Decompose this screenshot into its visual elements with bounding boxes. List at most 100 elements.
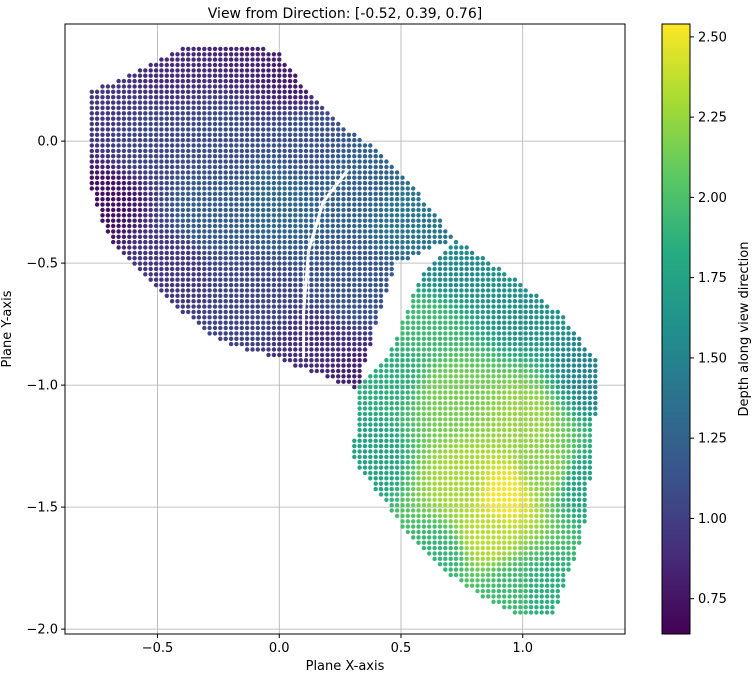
scatter-point-3927: [496, 567, 502, 572]
scatter-point-4325: [528, 449, 534, 454]
scatter-point-4854: [582, 352, 587, 358]
scatter-point-3628: [469, 460, 475, 465]
scatter-point-4882: [593, 401, 598, 406]
scatter-point-2583: [389, 218, 394, 223]
scatter-point-959: [212, 95, 218, 100]
scatter-point-657: [186, 299, 191, 304]
scatter-point-995: [218, 197, 223, 202]
scatter-point-3747: [480, 508, 485, 513]
scatter-point-609: [180, 288, 185, 293]
scatter-point-1474: [261, 46, 266, 52]
plot-area: [64, 23, 626, 635]
scatter-point-4718: [566, 443, 571, 449]
scatter-point-856: [202, 68, 207, 73]
scatter-point-475: [164, 239, 169, 245]
scatter-point-1381: [255, 239, 260, 245]
scatter-point-4660: [561, 497, 566, 502]
scatter-point-1924: [309, 331, 314, 336]
scatter-point-3450: [453, 384, 459, 390]
scatter-point-3921: [496, 599, 502, 604]
scatter-point-3015: [411, 336, 416, 341]
scatter-point-1919: [309, 358, 314, 363]
scatter-point-2889: [394, 374, 400, 379]
scatter-point-4707: [566, 503, 571, 508]
scatter-point-1480: [266, 325, 271, 331]
scatter-point-1044: [223, 229, 228, 234]
scatter-point-1530: [266, 57, 271, 62]
scatter-point-1048: [223, 207, 228, 213]
scatter-point-1212: [239, 229, 244, 234]
x-tick-label: 1.0: [512, 641, 533, 656]
scatter-point-4323: [528, 460, 534, 465]
scatter-point-2465: [368, 250, 373, 256]
scatter-point-3734: [480, 578, 485, 583]
scatter-point-2935: [400, 320, 405, 325]
scatter-point-3977: [496, 299, 502, 304]
scatter-point-3746: [480, 513, 485, 519]
scatter-point-2402: [357, 159, 362, 164]
scatter-point-500: [164, 105, 169, 111]
scatter-point-1587: [271, 57, 277, 62]
scatter-point-900: [207, 121, 212, 127]
scatter-point-4056: [507, 556, 512, 561]
scatter-point-3135: [427, 497, 432, 502]
scatter-point-4089: [507, 379, 512, 384]
scatter-point-3380: [448, 427, 453, 433]
scatter-point-3492: [459, 503, 464, 508]
scatter-point-4841: [582, 422, 587, 427]
scatter-point-2937: [405, 524, 410, 529]
scatter-point-679: [186, 180, 191, 186]
scatter-point-2314: [352, 379, 357, 384]
scatter-point-3108: [421, 358, 427, 363]
scatter-point-3136: [427, 492, 432, 497]
scatter-point-76: [105, 180, 111, 186]
scatter-point-3187: [432, 513, 437, 519]
scatter-point-3980: [496, 282, 502, 288]
scatter-point-1282: [244, 159, 250, 164]
scatter-point-942: [212, 186, 218, 191]
scatter-point-87: [105, 121, 111, 127]
scatter-point-1720: [287, 261, 293, 266]
scatter-point-1189: [234, 52, 239, 57]
scatter-point-849: [202, 105, 207, 111]
scatter-point-1084: [228, 315, 234, 320]
scatter-point-920: [212, 304, 218, 309]
scatter-point-3957: [496, 406, 502, 411]
scatter-point-2302: [346, 186, 352, 191]
scatter-point-3528: [459, 309, 464, 315]
scatter-point-4689: [561, 341, 566, 347]
scatter-point-133: [116, 202, 121, 207]
scatter-point-4327: [528, 438, 534, 443]
scatter-point-2913: [400, 438, 405, 443]
scatter-point-2035: [319, 288, 325, 293]
scatter-point-2997: [411, 433, 416, 438]
scatter-point-2664: [416, 202, 421, 207]
scatter-point-3615: [469, 529, 475, 535]
scatter-point-2217: [336, 121, 341, 127]
scatter-point-1280: [244, 170, 250, 175]
scatter-point-951: [212, 137, 218, 143]
scatter-point-2400: [357, 170, 362, 175]
scatter-point-167: [121, 197, 127, 202]
scatter-point-2082: [325, 309, 330, 315]
scatter-point-243: [132, 164, 137, 170]
scatter-point-2287: [346, 266, 352, 272]
scatter-point-2901: [400, 503, 405, 508]
scatter-point-4184: [518, 545, 523, 551]
scatter-point-4568: [550, 417, 555, 422]
scatter-point-2656: [416, 245, 421, 250]
scatter-point-1805: [293, 105, 298, 111]
scatter-point-1: [89, 180, 95, 186]
scatter-point-4440: [539, 476, 544, 481]
scatter-point-4098: [507, 331, 512, 336]
scatter-point-406: [153, 137, 159, 143]
scatter-point-2916: [400, 422, 405, 427]
scatter-point-2521: [378, 293, 384, 298]
scatter-point-1085: [228, 309, 234, 315]
scatter-point-3171: [427, 304, 432, 309]
scatter-point-3132: [427, 513, 432, 519]
scatter-point-1407: [255, 100, 260, 105]
scatter-point-4283: [523, 347, 528, 352]
scatter-point-668: [186, 239, 191, 245]
scatter-point-3051: [416, 395, 421, 400]
